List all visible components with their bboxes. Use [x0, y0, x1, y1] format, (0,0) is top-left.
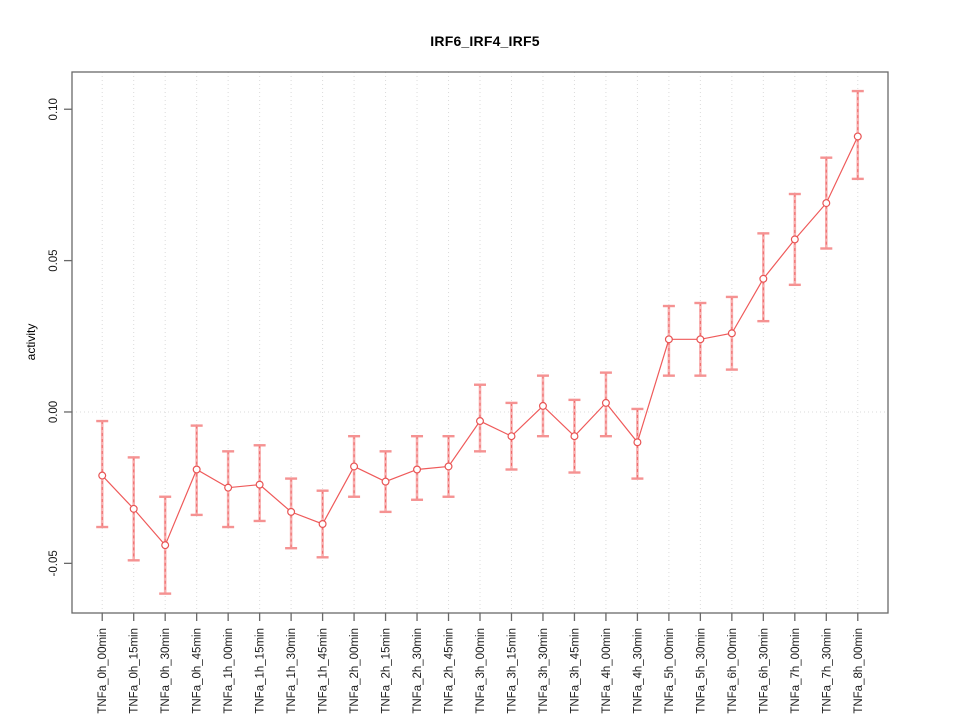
x-tick-label: TNFa_1h_00min: [223, 628, 235, 714]
x-tick-label: TNFa_0h_30min: [160, 628, 172, 714]
x-tick-label: TNFa_1h_15min: [255, 628, 267, 714]
x-tick-label: TNFa_2h_00min: [349, 628, 361, 714]
x-tick-label: TNFa_5h_30min: [695, 628, 707, 714]
x-tick-label: TNFa_2h_15min: [381, 628, 393, 714]
data-point: [413, 465, 422, 474]
data-point: [507, 432, 516, 441]
data-point: [538, 401, 547, 410]
data-point: [318, 519, 327, 528]
data-point: [822, 199, 831, 208]
x-tick-label: TNFa_5h_00min: [664, 628, 676, 714]
x-tick-label: TNFa_3h_15min: [506, 628, 518, 714]
data-point: [129, 504, 138, 513]
x-tick-label: TNFa_3h_00min: [475, 628, 487, 714]
x-tick-label: TNFa_4h_30min: [632, 628, 644, 714]
data-point: [759, 274, 768, 283]
x-tick-label: TNFa_2h_30min: [412, 628, 424, 714]
data-point: [255, 480, 264, 489]
data-point: [224, 483, 233, 492]
chart-title: IRF6_IRF4_IRF5: [430, 33, 540, 49]
data-point: [727, 329, 736, 338]
data-point: [98, 471, 107, 480]
x-tick-label: TNFa_1h_45min: [318, 628, 330, 714]
x-tick-label: TNFa_3h_30min: [538, 628, 550, 714]
data-point: [381, 477, 390, 486]
x-tick-label: TNFa_7h_00min: [790, 628, 802, 714]
x-tick-label: TNFa_4h_00min: [601, 628, 613, 714]
data-point: [633, 438, 642, 447]
data-point: [570, 432, 579, 441]
data-point: [287, 507, 296, 516]
y-tick-label: 0.10: [48, 98, 60, 120]
data-point: [444, 462, 453, 471]
data-point: [476, 417, 485, 426]
x-tick-label: TNFa_2h_45min: [444, 628, 456, 714]
x-tick-label: TNFa_0h_45min: [192, 628, 204, 714]
x-tick-label: TNFa_7h_30min: [821, 628, 833, 714]
plot-border: [71, 71, 889, 614]
x-tick-label: TNFa_0h_00min: [97, 628, 109, 714]
data-point: [696, 335, 705, 344]
x-tick-label: TNFa_6h_00min: [727, 628, 739, 714]
x-tick-label: TNFa_8h_00min: [853, 628, 865, 714]
data-point: [664, 335, 673, 344]
x-tick-label: TNFa_1h_30min: [286, 628, 298, 714]
x-tick-label: TNFa_0h_15min: [129, 628, 141, 714]
y-tick-label: 0.00: [48, 401, 60, 423]
data-point: [790, 235, 799, 244]
data-point: [853, 132, 862, 141]
data-point: [601, 398, 610, 407]
y-tick-label: -0.05: [48, 550, 60, 576]
y-tick-label: 0.05: [48, 249, 60, 271]
data-point: [192, 465, 201, 474]
data-point: [350, 462, 359, 471]
x-tick-label: TNFa_3h_45min: [569, 628, 581, 714]
x-tick-label: TNFa_6h_30min: [758, 628, 770, 714]
data-point: [161, 541, 170, 550]
